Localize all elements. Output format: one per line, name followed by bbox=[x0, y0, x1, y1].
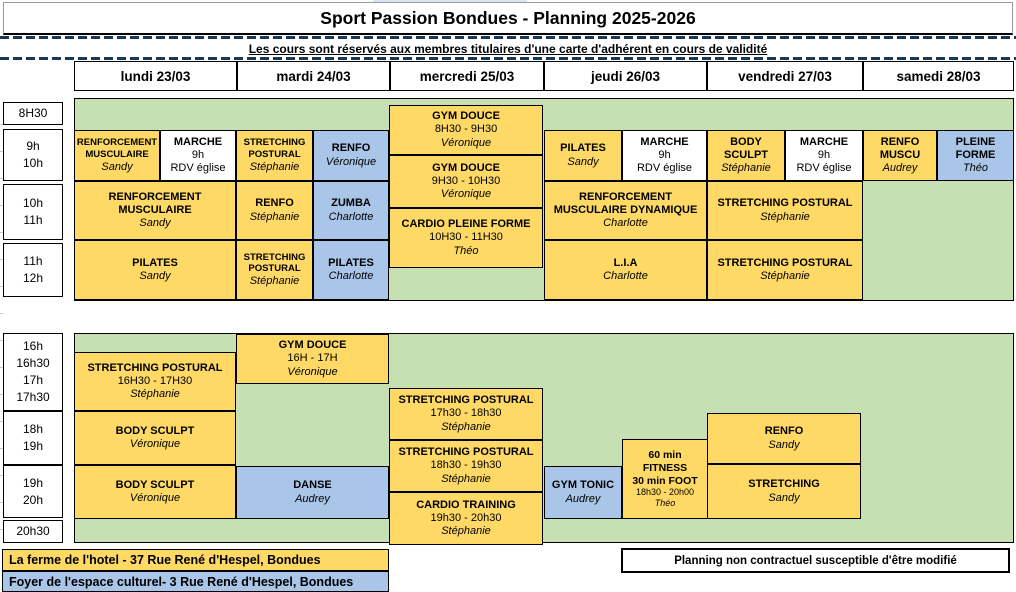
legend-foyer: Foyer de l'espace culturel- 3 Rue René d… bbox=[2, 571, 389, 592]
class-box: RENFORCEMENT MUSCULAIRE DYNAMIQUE Charlot… bbox=[544, 181, 707, 240]
class-box: GYM TONIC Audrey bbox=[544, 466, 622, 519]
class-box: STRETCHING POSTURAL 16H30 - 17H30 Stéphani… bbox=[74, 352, 236, 411]
class-box: BODY SCULPT Véronique bbox=[74, 465, 236, 519]
time-slot-9h-10h: 9h 10h bbox=[3, 129, 63, 181]
class-box: GYM DOUCE 16H - 17H Véronique bbox=[236, 334, 389, 384]
legend-ferme: La ferme de l'hotel - 37 Rue René d'Hesp… bbox=[2, 549, 389, 571]
class-box: PLEINE FORME Théo bbox=[937, 130, 1014, 181]
class-box: STRETCHING POSTURAL Stéphanie bbox=[707, 181, 863, 240]
time-slot-8h30: 8H30 bbox=[3, 102, 63, 125]
class-box: STRETCHING POSTURAL 18h30 - 19h30 Stéphani… bbox=[389, 440, 543, 492]
class-box: 60 min FITNESS 30 min FOOT 18h30 - 20h00 Th… bbox=[622, 439, 708, 519]
disclaimer-note: Planning non contractuel susceptible d'ê… bbox=[621, 548, 1010, 573]
day-header-jeudi: jeudi 26/03 bbox=[544, 61, 707, 91]
class-box: PILATES Charlotte bbox=[313, 240, 389, 300]
class-box: RENFO Sandy bbox=[707, 413, 861, 464]
class-box: PILATES Sandy bbox=[74, 240, 236, 300]
day-header-vendredi: vendredi 27/03 bbox=[707, 61, 863, 91]
membership-notice: Les cours sont réservés aux membres titu… bbox=[248, 41, 768, 56]
time-slot-10h-11h: 10h 11h bbox=[3, 184, 63, 240]
class-box: GYM DOUCE 8H30 - 9H30 Véronique bbox=[389, 105, 543, 155]
dashed-divider-top bbox=[0, 36, 1016, 39]
time-slot-20h30: 20h30 bbox=[3, 520, 63, 543]
day-header-mardi: mardi 24/03 bbox=[237, 61, 390, 91]
class-box: STRETCHING POSTURAL Stéphanie bbox=[236, 240, 313, 300]
class-box: RENFORCEMENT MUSCULAIRE Sandy bbox=[74, 130, 160, 181]
class-box: RENFORCEMENT MUSCULAIRE Sandy bbox=[74, 181, 236, 240]
time-slot-18h-19h: 18h 19h bbox=[3, 411, 63, 465]
day-header-lundi: lundi 23/03 bbox=[74, 61, 237, 91]
page-title: Sport Passion Bondues - Planning 2025-20… bbox=[3, 2, 1013, 35]
class-box: STRETCHING Sandy bbox=[707, 464, 861, 519]
class-box: DANSE Audrey bbox=[236, 466, 389, 519]
left-gridline-ticks bbox=[0, 98, 3, 543]
class-box: RENFO Stéphanie bbox=[236, 181, 313, 240]
day-header-mercredi: mercredi 25/03 bbox=[390, 61, 544, 91]
class-box: BODY SCULPT Stéphanie bbox=[707, 130, 785, 181]
top-cell-artifact bbox=[373, 0, 527, 3]
class-box: RENFO Véronique bbox=[313, 130, 389, 181]
class-box: CARDIO TRAINING 19h30 - 20h30 Stéphanie bbox=[389, 492, 543, 545]
class-box: ZUMBA Charlotte bbox=[313, 181, 389, 240]
class-box: MARCHE 9h RDV église bbox=[785, 130, 863, 181]
class-box: GYM DOUCE 9H30 - 10H30 Véronique bbox=[389, 155, 543, 208]
time-slot-16h-17h30: 16h 16h30 17h 17h30 bbox=[3, 333, 63, 411]
class-box: L.I.A Charlotte bbox=[544, 240, 707, 300]
class-box: CARDIO PLEINE FORME 10H30 - 11H30 Théo bbox=[389, 208, 543, 268]
class-box: BODY SCULPT Véronique bbox=[74, 411, 236, 465]
time-slot-19h-20h: 19h 20h bbox=[3, 465, 63, 518]
day-header-samedi: samedi 28/03 bbox=[863, 61, 1014, 91]
class-box: STRETCHING POSTURAL Stéphanie bbox=[707, 240, 863, 300]
class-box: MARCHE 9h RDV église bbox=[160, 130, 236, 181]
class-box: STRETCHING POSTURAL 17h30 - 18h30 Stéphani… bbox=[389, 388, 543, 440]
class-box: STRETCHING POSTURAL Stéphanie bbox=[236, 130, 313, 181]
dashed-divider-bottom bbox=[0, 57, 1016, 60]
class-box: RENFO MUSCU Audrey bbox=[863, 130, 937, 181]
time-slot-11h-12h: 11h 12h bbox=[3, 243, 63, 297]
class-box: MARCHE 9h RDV église bbox=[622, 130, 707, 181]
class-box: PILATES Sandy bbox=[544, 130, 622, 181]
